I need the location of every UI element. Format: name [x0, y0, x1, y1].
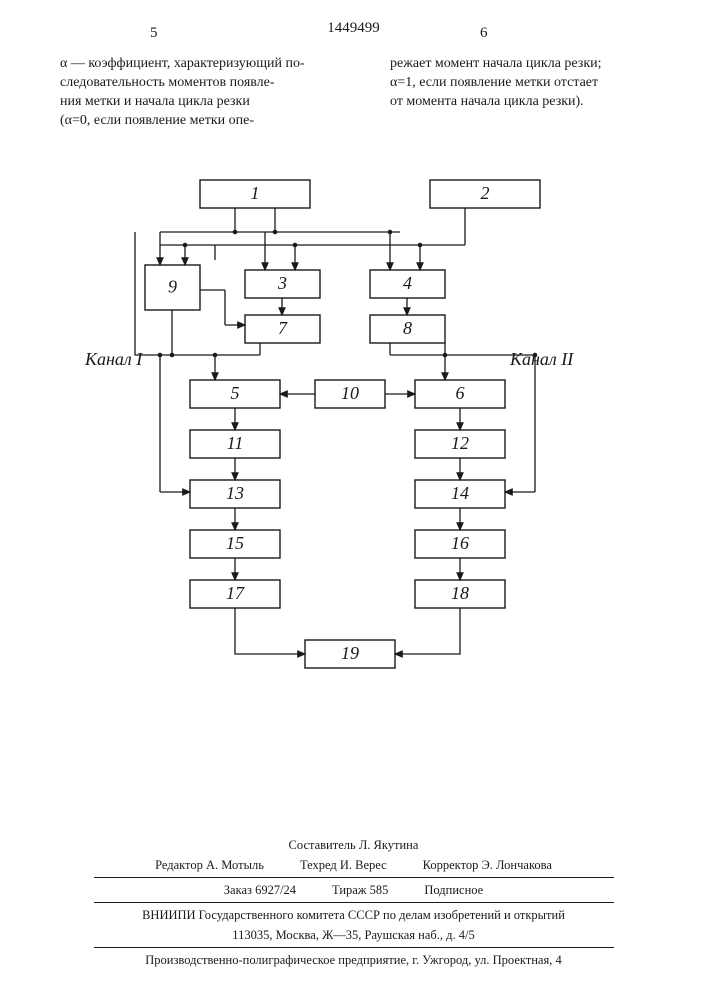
footer-compiler: Составитель Л. Якутина	[0, 835, 707, 855]
column-text-right: режает момент начала цикла резки; α=1, е…	[390, 55, 660, 112]
node-label-2: 2	[481, 183, 490, 203]
footer-order: Заказ 6927/24	[206, 880, 314, 900]
column-text-left: α — коэффициент, характеризующий по- сле…	[60, 55, 330, 131]
footer-tirage: Тираж 585	[314, 880, 406, 900]
node-label-17: 17	[226, 583, 245, 603]
column-number-left: 5	[150, 25, 158, 42]
footer-line1: ВНИИПИ Государственного комитета СССР по…	[0, 905, 707, 925]
footer-editor: Редактор А. Мотыль	[137, 855, 282, 875]
node-label-14: 14	[451, 483, 469, 503]
node-label-7: 7	[278, 318, 288, 338]
node-label-18: 18	[451, 583, 469, 603]
channel-label-left: Канал I	[84, 349, 143, 369]
node-label-1: 1	[251, 183, 260, 203]
footer-block: Составитель Л. Якутина Редактор А. Мотыл…	[0, 835, 707, 970]
footer-line2: 113035, Москва, Ж—35, Раушская наб., д. …	[0, 925, 707, 945]
node-label-8: 8	[403, 318, 412, 338]
node-label-15: 15	[226, 533, 244, 553]
node-label-6: 6	[456, 383, 465, 403]
node-label-10: 10	[341, 383, 359, 403]
footer-tech: Техред И. Верес	[282, 855, 405, 875]
footer-line3: Производственно-полиграфическое предприя…	[0, 950, 707, 970]
node-label-4: 4	[403, 273, 412, 293]
footer-row-1: Редактор А. Мотыль Техред И. Верес Корре…	[137, 855, 570, 875]
footer-sign: Подписное	[406, 880, 501, 900]
flowchart-diagram: 12934785106111213141516171819 Канал I Ка…	[60, 170, 650, 740]
node-label-12: 12	[451, 433, 469, 453]
channel-label-right: Канал II	[509, 349, 574, 369]
node-label-5: 5	[231, 383, 240, 403]
footer-row-2: Заказ 6927/24 Тираж 585 Подписное	[206, 880, 501, 900]
node-label-13: 13	[226, 483, 244, 503]
node-label-3: 3	[277, 273, 287, 293]
column-number-right: 6	[480, 25, 488, 42]
patent-number: 1449499	[327, 20, 380, 37]
node-label-9: 9	[168, 277, 177, 297]
node-label-11: 11	[227, 433, 244, 453]
node-label-16: 16	[451, 533, 469, 553]
footer-corrector: Корректор Э. Лончакова	[405, 855, 570, 875]
node-label-19: 19	[341, 643, 359, 663]
